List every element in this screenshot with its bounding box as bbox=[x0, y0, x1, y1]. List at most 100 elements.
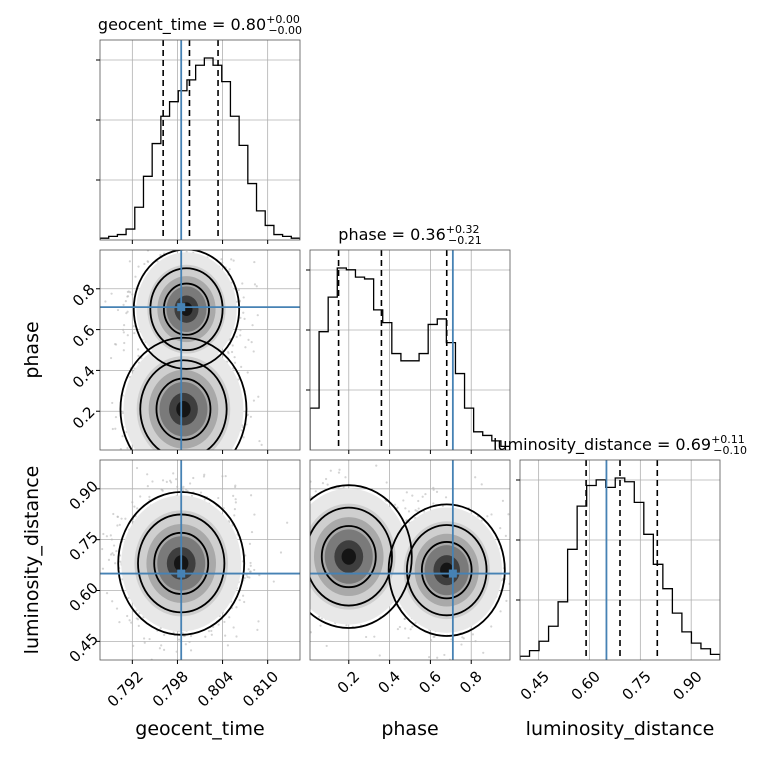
sample-point bbox=[135, 609, 138, 612]
sample-point bbox=[109, 356, 113, 360]
sample-point bbox=[226, 644, 230, 647]
contour-line bbox=[310, 484, 413, 629]
sample-point bbox=[128, 260, 131, 263]
sample-point bbox=[303, 588, 305, 590]
sample-point bbox=[304, 582, 306, 584]
sample-point bbox=[158, 471, 160, 473]
sample-point bbox=[292, 549, 294, 551]
sample-point bbox=[304, 551, 306, 553]
sample-point bbox=[122, 324, 126, 327]
sample-point bbox=[272, 580, 275, 583]
sample-point bbox=[432, 486, 435, 489]
sample-point bbox=[204, 483, 206, 485]
sample-point bbox=[123, 341, 126, 345]
sample-point bbox=[203, 498, 206, 501]
sample-point bbox=[411, 494, 414, 497]
sample-point bbox=[224, 467, 226, 469]
sample-point bbox=[158, 455, 160, 457]
sample-point bbox=[310, 631, 312, 634]
sample-point bbox=[151, 474, 153, 476]
sample-point bbox=[143, 262, 146, 266]
sample-point bbox=[411, 625, 414, 628]
sample-point bbox=[112, 512, 115, 516]
sample-point bbox=[172, 631, 175, 634]
panel-frame bbox=[309, 249, 511, 451]
sample-point bbox=[111, 457, 113, 459]
contour-line bbox=[320, 525, 377, 589]
sample-point bbox=[127, 596, 130, 600]
sample-point bbox=[249, 564, 252, 567]
x-tick-label: 0.810 bbox=[239, 668, 282, 711]
y-tick-label: 0.2 bbox=[69, 403, 99, 433]
sample-point bbox=[286, 521, 289, 524]
tick-marks bbox=[348, 660, 472, 664]
sample-point bbox=[305, 500, 307, 502]
sample-point bbox=[284, 559, 286, 561]
sample-point bbox=[295, 518, 297, 520]
sample-point bbox=[265, 527, 267, 529]
sample-point bbox=[252, 350, 255, 353]
grid-lines bbox=[348, 250, 472, 450]
sample-point bbox=[190, 494, 194, 497]
sample-point bbox=[305, 551, 307, 553]
panel-frame bbox=[99, 249, 301, 451]
tick-marks bbox=[306, 269, 472, 454]
sample-point bbox=[110, 538, 113, 541]
sample-point bbox=[124, 300, 127, 303]
tick-marks bbox=[131, 450, 269, 454]
tick-marks bbox=[96, 288, 100, 412]
sample-point bbox=[373, 635, 376, 638]
sample-point bbox=[306, 518, 308, 520]
sample-point bbox=[203, 482, 205, 484]
sample-point bbox=[232, 367, 235, 370]
sample-point bbox=[234, 501, 237, 504]
sample-point bbox=[264, 592, 266, 594]
sample-point bbox=[414, 509, 417, 512]
sample-point bbox=[139, 495, 142, 498]
sample-point bbox=[256, 628, 259, 631]
sample-point bbox=[256, 314, 259, 317]
sample-point bbox=[407, 510, 411, 513]
sample-point bbox=[188, 640, 191, 644]
sample-point bbox=[408, 521, 411, 524]
sample-point bbox=[167, 452, 169, 454]
sample-point bbox=[227, 352, 230, 355]
sample-point bbox=[320, 617, 323, 620]
sample-point bbox=[230, 281, 233, 284]
sample-point bbox=[245, 490, 247, 492]
sample-point bbox=[296, 505, 298, 507]
sample-point bbox=[119, 473, 121, 475]
sample-point bbox=[126, 614, 129, 618]
grid-lines bbox=[538, 460, 692, 660]
sample-point bbox=[533, 567, 535, 569]
sample-point bbox=[233, 361, 237, 364]
sample-point bbox=[189, 472, 191, 474]
sample-point bbox=[423, 510, 426, 513]
sample-point bbox=[221, 261, 224, 264]
contours bbox=[119, 250, 248, 450]
sample-point bbox=[165, 460, 167, 462]
sample-point bbox=[344, 476, 347, 479]
sample-point bbox=[242, 594, 245, 597]
sample-point bbox=[111, 600, 114, 603]
sample-point bbox=[163, 633, 166, 637]
sample-point bbox=[250, 341, 253, 344]
sample-point bbox=[161, 489, 164, 492]
sample-point bbox=[302, 524, 304, 526]
sample-point bbox=[295, 598, 297, 600]
x-tick-label: 0.75 bbox=[618, 668, 654, 704]
sample-point bbox=[110, 292, 113, 295]
contour-line bbox=[310, 506, 393, 607]
sample-point bbox=[116, 515, 119, 518]
sample-point bbox=[235, 635, 238, 638]
x-tick-label: 0.804 bbox=[194, 668, 237, 711]
sample-point bbox=[553, 543, 555, 545]
sample-point bbox=[143, 641, 146, 644]
sample-point bbox=[283, 528, 285, 530]
sample-point bbox=[101, 547, 104, 551]
sample-point bbox=[237, 466, 239, 468]
x-tick-label: 0.798 bbox=[149, 668, 192, 711]
sample-point bbox=[248, 576, 251, 579]
sample-point bbox=[292, 558, 294, 560]
